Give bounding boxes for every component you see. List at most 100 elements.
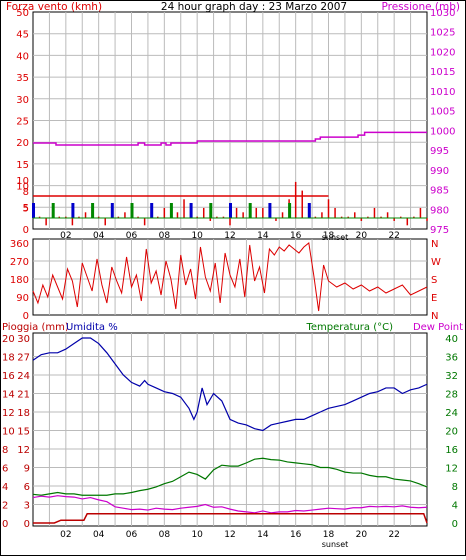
wind-direction-bar: [229, 203, 232, 218]
x-tick-label-top: 22: [388, 231, 399, 241]
wind-direction-bar: [288, 203, 292, 218]
wind-direction-bar: [71, 203, 75, 218]
wind-direction-bar: [91, 203, 95, 218]
rain-line: [33, 513, 428, 524]
x-tick-label-top: 16: [290, 231, 302, 241]
wind-y-tick-label: 5: [23, 203, 29, 214]
compass-tick-label: N: [431, 311, 438, 322]
x-tick-label-bottom: 02: [60, 530, 71, 540]
wind-overlay-tick-label: 10: [16, 176, 29, 187]
direction-y-tick-label: 180: [10, 275, 29, 286]
pressure-y-tick-label: 1015: [430, 67, 455, 78]
x-tick-label-top: 08: [159, 231, 171, 241]
direction-y-tick-label: 270: [10, 257, 29, 268]
dew-point-axis-title: Dew Point: [413, 322, 463, 333]
temperature-y-tick-label: 8: [452, 482, 458, 493]
wind-y-tick-label: 20: [16, 138, 29, 149]
x-tick-label-top: 10: [191, 231, 203, 241]
dew-point-line: [32, 495, 428, 514]
x-tick-label-top: 06: [126, 231, 138, 241]
rain-y-tick-label: 2: [2, 501, 8, 512]
humidity-y-tick-label: 30: [17, 334, 30, 345]
direction-y-tick-label: 0: [23, 311, 29, 322]
direction-y-tick-label: 90: [16, 293, 29, 304]
wind-direction-bar: [150, 203, 154, 218]
wind-direction-bar: [51, 203, 55, 218]
rain-axis-title: Pioggia (mm): [2, 322, 69, 333]
wind-y-tick-label: 50: [16, 8, 29, 19]
compass-tick-label: S: [431, 275, 437, 286]
x-tick-label-bottom: 20: [356, 530, 368, 540]
x-tick-label-bottom: 10: [191, 530, 203, 540]
temperature-y-tick-label: 20: [445, 427, 458, 438]
rain-y-tick-label: 10: [2, 427, 15, 438]
wind-direction-bar: [169, 203, 173, 218]
temperature-y-tick-label: 24: [445, 408, 458, 419]
humidity-y-tick-label: 24: [17, 371, 30, 382]
pressure-y-tick-label: 995: [430, 146, 449, 157]
pressure-y-tick-label: 1005: [430, 107, 455, 118]
x-tick-label-top: 02: [60, 231, 71, 241]
humidity-y-tick-label: 9: [24, 464, 30, 475]
x-tick-label-top: 20: [356, 231, 368, 241]
wind-y-tick-label: 0: [23, 225, 29, 236]
pressure-y-tick-label: 1030: [430, 8, 455, 19]
wind-direction-line: [32, 242, 428, 312]
rain-y-tick-label: 16: [2, 371, 15, 382]
wind-direction-bar: [110, 203, 114, 218]
x-tick-label-top: 14: [257, 231, 269, 241]
humidity-line: [32, 337, 428, 432]
temperature-line: [32, 457, 428, 496]
chart-date-title: 24 hour graph day : 23 Marzo 2007: [161, 1, 347, 13]
direction-y-tick-label: 360: [10, 239, 29, 250]
wind-overlay-tick-label: 5: [23, 203, 29, 214]
sunset-label-bottom: sunset: [322, 540, 349, 549]
compass-tick-label: E: [431, 293, 437, 304]
rain-y-tick-label: 6: [2, 464, 8, 475]
x-tick-label-bottom: 22: [388, 530, 399, 540]
humidity-y-tick-label: 27: [17, 353, 30, 364]
temperature-y-tick-label: 16: [445, 445, 458, 456]
pressure-y-tick-label: 1010: [430, 87, 455, 98]
compass-tick-label: N: [431, 239, 438, 250]
humidity-axis-title: Umidita %: [66, 322, 118, 333]
wind-direction-bar: [130, 203, 134, 218]
x-tick-label-top: 18: [323, 231, 335, 241]
humidity-y-tick-label: 21: [17, 390, 30, 401]
temperature-y-tick-label: 0: [452, 519, 458, 530]
pressure-line: [33, 131, 427, 146]
pressure-y-tick-label: 990: [430, 166, 449, 177]
wind-speed-title: Forza vento (kmh): [6, 1, 102, 13]
pressure-y-tick-label: 1025: [430, 28, 455, 39]
wind-y-tick-label: 25: [16, 117, 29, 128]
wind-direction-bar: [32, 203, 35, 218]
wind-y-tick-label: 30: [16, 95, 29, 106]
temperature-axis-title: Temperatura (°C): [305, 322, 393, 333]
wind-direction-bar: [268, 203, 272, 218]
humidity-y-tick-label: 15: [17, 427, 30, 438]
humidity-y-tick-label: 3: [24, 501, 30, 512]
x-tick-label-bottom: 16: [290, 530, 302, 540]
pressure-y-tick-label: 975: [430, 225, 449, 236]
wind-direction-bar: [248, 203, 252, 218]
humidity-y-tick-label: 12: [17, 445, 30, 456]
x-tick-label-bottom: 12: [224, 530, 235, 540]
temperature-y-tick-label: 36: [445, 353, 458, 364]
x-tick-label-top: 04: [93, 231, 105, 241]
pressure-y-tick-label: 980: [430, 205, 449, 216]
sunset-label-top: sunset: [322, 233, 349, 242]
humidity-y-tick-label: 18: [17, 408, 30, 419]
x-tick-label-bottom: 04: [93, 530, 105, 540]
wind-direction-bar: [189, 203, 193, 218]
x-tick-label-bottom: 14: [257, 530, 269, 540]
wind-y-tick-label: 15: [16, 160, 29, 171]
pressure-y-tick-label: 1020: [430, 47, 455, 58]
wind-y-tick-label: 10: [16, 182, 29, 193]
humidity-y-tick-label: 6: [24, 482, 30, 493]
temperature-y-tick-label: 40: [445, 334, 458, 345]
x-tick-label-bottom: 06: [126, 530, 138, 540]
wind-direction-bar: [307, 203, 311, 218]
rain-y-tick-label: 14: [2, 390, 15, 401]
